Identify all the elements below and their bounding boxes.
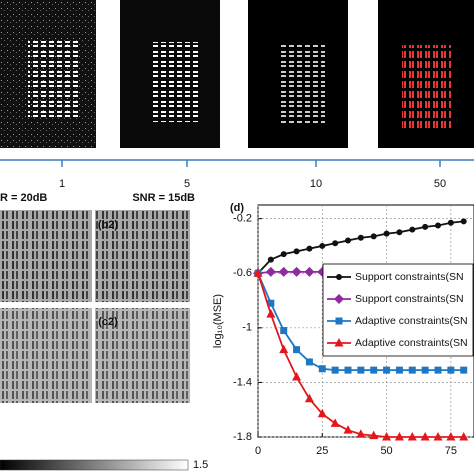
data-point (383, 230, 390, 237)
data-point (407, 432, 417, 441)
legend-box (322, 263, 474, 357)
data-point (319, 242, 326, 249)
y-tick-label: -1.4 (233, 376, 252, 388)
data-point (267, 256, 274, 263)
data-point (447, 366, 455, 374)
y-tick-label: -0.6 (233, 267, 252, 279)
panel-label: (d) (230, 202, 244, 214)
column-label: SNR = 15dB (132, 192, 195, 204)
data-point (278, 266, 289, 277)
x-tick-label: 0 (255, 445, 261, 457)
image-content (150, 42, 198, 122)
data-point (396, 229, 403, 236)
timeline-label: 10 (310, 178, 322, 190)
data-point (306, 245, 313, 252)
top-images (0, 0, 474, 161)
x-tick-label: 75 (445, 445, 457, 457)
data-point (335, 317, 343, 325)
y-tick-label: -0.2 (233, 213, 252, 225)
legend-label: Support constraints(SN (355, 271, 464, 283)
data-point (459, 432, 469, 441)
data-point (422, 223, 429, 230)
data-point (370, 366, 378, 374)
image-content (280, 45, 325, 125)
image-content (28, 38, 78, 118)
data-point (356, 429, 366, 438)
timeline-label: 1 (59, 178, 65, 190)
y-tick-label: -1 (242, 322, 252, 334)
data-point (318, 365, 326, 373)
data-point (370, 233, 377, 240)
data-point (460, 366, 468, 374)
data-point (265, 266, 276, 277)
row-label: (b2) (98, 219, 119, 231)
data-point (267, 299, 275, 307)
data-point (304, 393, 314, 403)
data-point (435, 222, 441, 229)
data-point (317, 408, 327, 418)
data-point (280, 327, 288, 335)
image-content (402, 45, 452, 130)
data-point (292, 371, 302, 381)
x-tick-label: 25 (316, 445, 328, 457)
image-panel (0, 210, 92, 302)
legend-label: Support constraints(SN (355, 293, 464, 305)
data-point (293, 248, 300, 255)
data-point (330, 418, 340, 427)
data-point (460, 218, 467, 225)
timeline-label: 5 (184, 178, 190, 190)
data-point (336, 274, 342, 280)
timeline-label: 50 (434, 178, 446, 190)
data-point (331, 366, 339, 374)
data-point (447, 219, 454, 226)
data-point (345, 237, 351, 244)
data-point (291, 266, 302, 277)
y-axis-label: log₁₀(MSE) (212, 294, 224, 348)
legend-label: Adaptive constraints(SN (355, 315, 468, 327)
data-point (421, 366, 429, 374)
data-point (357, 234, 364, 241)
data-point (383, 366, 391, 374)
data-point (253, 268, 263, 277)
data-point (266, 309, 276, 318)
row-label: (c2) (98, 316, 118, 328)
image-panel (0, 308, 92, 403)
data-point (434, 366, 442, 374)
data-point (357, 366, 365, 374)
legend-label: Adaptive constraints(SN (355, 337, 468, 349)
colorbar (0, 459, 189, 471)
bottom-images (0, 210, 190, 471)
data-point (343, 425, 353, 434)
image-panel (95, 210, 190, 302)
data-point (344, 366, 352, 374)
data-point (394, 432, 404, 441)
data-point (433, 432, 443, 441)
colorbar-label: 1.5 (193, 459, 208, 471)
data-point (395, 366, 403, 374)
image-panel (95, 308, 190, 403)
data-point (420, 432, 430, 441)
data-point (334, 294, 344, 304)
data-point (332, 240, 339, 247)
y-tick-label: -1.8 (233, 431, 252, 443)
data-point (280, 251, 287, 258)
data-point (409, 226, 416, 233)
data-point (293, 346, 301, 354)
data-point (304, 266, 315, 277)
data-point (382, 432, 392, 441)
column-label: R = 20dB (0, 192, 47, 204)
data-point (334, 338, 344, 347)
data-point (369, 430, 379, 440)
data-point (279, 344, 289, 354)
data-point (408, 366, 416, 374)
x-tick-label: 50 (380, 445, 392, 457)
data-point (446, 432, 456, 441)
data-point (305, 358, 313, 366)
